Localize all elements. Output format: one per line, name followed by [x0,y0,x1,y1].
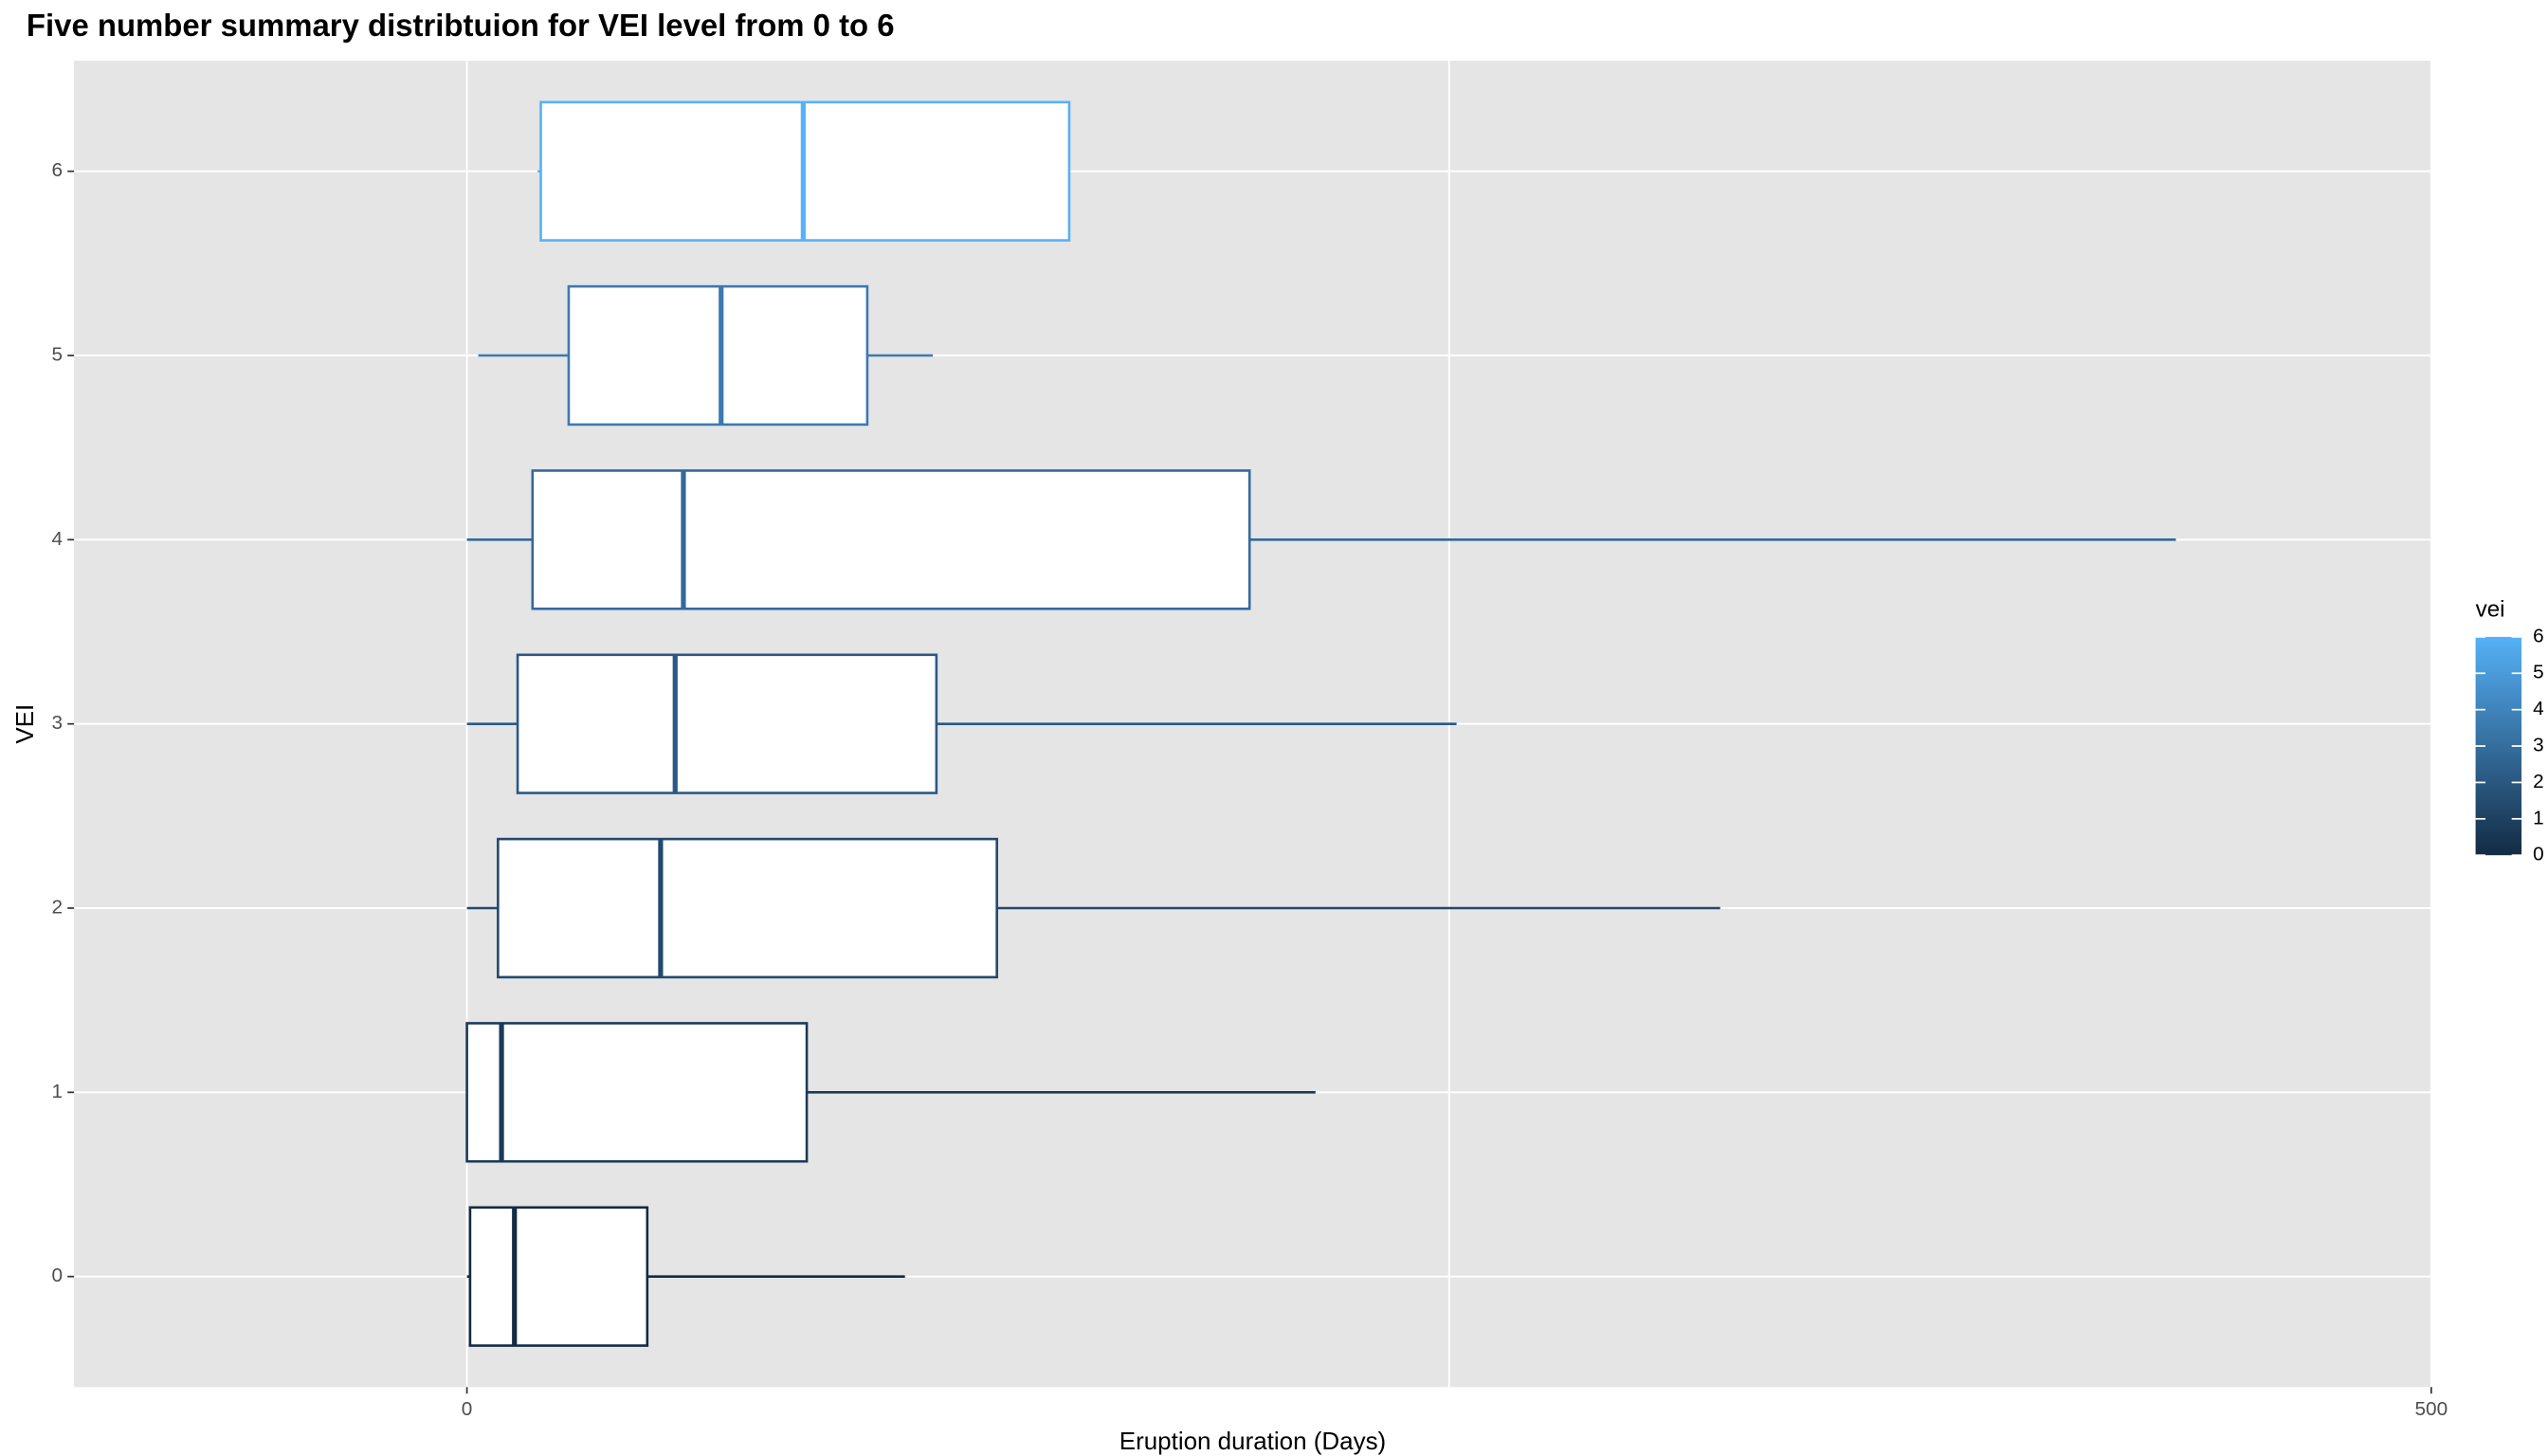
x-tick-label: 0 [462,1398,473,1420]
legend-tick-label: 5 [2533,662,2544,683]
chart-title: Five number summary distribtuion for VEI… [27,8,895,43]
y-tick-label: 5 [51,343,63,365]
legend-tick-label: 6 [2533,625,2544,646]
y-tick-label: 2 [51,896,63,918]
y-tick-label: 4 [51,528,63,550]
y-tick-label: 6 [51,159,63,181]
box [516,653,938,794]
box [465,1022,809,1163]
box [468,1206,649,1347]
y-tick-label: 1 [51,1081,63,1102]
box [497,837,998,979]
legend-title: vei [2476,597,2505,623]
x-axis-title: Eruption duration (Days) [1119,1427,1386,1455]
y-axis-title: VEI [10,704,39,744]
x-tick-label: 500 [2415,1398,2448,1420]
legend-tick-label: 3 [2533,735,2544,756]
legend-tick-label: 4 [2533,698,2544,719]
box [531,469,1251,610]
plot-layer [74,61,2432,1388]
box [567,284,869,427]
legend-tick-label: 0 [2533,844,2544,865]
legend-tick-label: 2 [2533,771,2544,792]
y-tick-label: 0 [51,1265,63,1286]
y-tick-label: 3 [51,712,63,734]
legend-tick-label: 1 [2533,807,2544,828]
